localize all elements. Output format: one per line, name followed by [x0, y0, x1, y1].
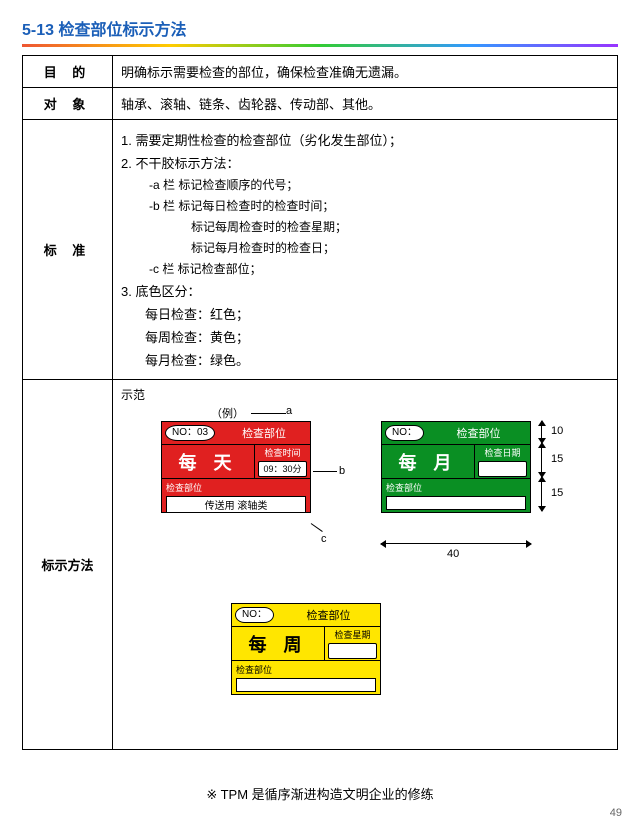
- std-p1: 1. 需要定期性检查的检查部位（劣化发生部位）；: [121, 130, 609, 149]
- tag-green-no: NO：: [385, 425, 424, 441]
- dim-line-40: [381, 543, 531, 544]
- row-purpose-label: 目 的: [23, 56, 113, 88]
- callout-b: b: [339, 465, 345, 477]
- std-d3: 每月检查：绿色。: [121, 350, 609, 369]
- tag-red-big: 每 天: [162, 445, 254, 478]
- row-method-content: 示范 （例） NO：03 检查部位 每 天 检查时间 09: [113, 380, 618, 750]
- row-standard-label: 标 准: [23, 120, 113, 380]
- row-method-label: 标示方法: [23, 380, 113, 750]
- dim-40: 40: [447, 548, 459, 560]
- tag-red-no: NO：03: [165, 425, 215, 441]
- dim-line-15b: [541, 477, 542, 511]
- dim-line-10: [541, 421, 542, 443]
- tag-yellow-side-value: [328, 643, 377, 660]
- tag-yellow-big: 每 周: [232, 627, 324, 660]
- tag-red-title: 检查部位: [218, 425, 310, 441]
- tag-yellow: NO： 检查部位 每 周 检查星期 检查部位: [231, 603, 381, 695]
- footer-text: ※ TPM 是循序渐进构造文明企业的修练: [0, 784, 640, 803]
- std-sa: -a 栏 标记检查顺序的代号；: [121, 176, 609, 193]
- std-sb2: 标记每周检查时的检查星期；: [121, 218, 609, 235]
- section-title: 5-13 检查部位标示方法: [22, 14, 618, 47]
- document-page: 5-13 检查部位标示方法 目 的 明确标示需要检查的部位，确保检查准确无遗漏。…: [0, 0, 640, 825]
- std-p3: 3. 底色区分：: [121, 281, 609, 300]
- tag-red-side-label: 检查时间: [255, 445, 310, 460]
- example-paren: （例）: [211, 405, 244, 421]
- pointer-c: [311, 523, 323, 532]
- tag-green-side-value: [478, 461, 527, 478]
- row-target-text: 轴承、滚轴、链条、齿轮器、传动部、其他。: [113, 88, 618, 120]
- tag-green-side-label: 检查日期: [475, 445, 530, 460]
- pointer-b: [313, 471, 337, 472]
- dim-10: 10: [551, 425, 563, 437]
- tag-green: NO： 检查部位 每 月 检查日期 检查部位: [381, 421, 531, 513]
- tag-yellow-title: 检查部位: [277, 607, 380, 623]
- tag-yellow-row3-label: 检查部位: [236, 663, 376, 676]
- callout-a: a: [286, 405, 292, 417]
- tag-green-row3-label: 检查部位: [386, 481, 526, 494]
- row-standard-content: 1. 需要定期性检查的检查部位（劣化发生部位）； 2. 不干胶标示方法： -a …: [113, 120, 618, 380]
- tag-green-big: 每 月: [382, 445, 474, 478]
- dim-15a: 15: [551, 453, 563, 465]
- tag-green-row3-value: [386, 496, 526, 510]
- dim-line-15a: [541, 443, 542, 477]
- std-sb: -b 栏 标记每日检查时的检查时间；: [121, 197, 609, 214]
- tag-yellow-row3-value: [236, 678, 376, 692]
- page-number: 49: [610, 807, 622, 819]
- example-text: 示范: [121, 388, 145, 402]
- tag-red: NO：03 检查部位 每 天 检查时间 09：30分 检查部位: [161, 421, 311, 513]
- diagram-area: （例） NO：03 检查部位 每 天 检查时间 09：30分: [121, 403, 609, 743]
- spec-table: 目 的 明确标示需要检查的部位，确保检查准确无遗漏。 对 象 轴承、滚轴、链条、…: [22, 55, 618, 750]
- tag-green-title: 检查部位: [427, 425, 530, 441]
- std-d1: 每日检查：红色；: [121, 304, 609, 323]
- std-sc: -c 栏 标记检查部位；: [121, 260, 609, 277]
- row-purpose-text: 明确标示需要检查的部位，确保检查准确无遗漏。: [113, 56, 618, 88]
- tag-red-side-value: 09：30分: [258, 461, 307, 478]
- pointer-a: [251, 413, 286, 414]
- std-d2: 每周检查：黄色；: [121, 327, 609, 346]
- std-p2: 2. 不干胶标示方法：: [121, 153, 609, 172]
- callout-c: c: [321, 533, 327, 545]
- tag-red-row3-label: 检查部位: [166, 481, 306, 494]
- tag-yellow-no: NO：: [235, 607, 274, 623]
- row-target-label: 对 象: [23, 88, 113, 120]
- tag-red-row3-value: 传送用 滚轴类: [166, 496, 306, 513]
- tag-yellow-side-label: 检查星期: [325, 627, 380, 642]
- dim-15b: 15: [551, 487, 563, 499]
- std-sb3: 标记每月检查时的检查日；: [121, 239, 609, 256]
